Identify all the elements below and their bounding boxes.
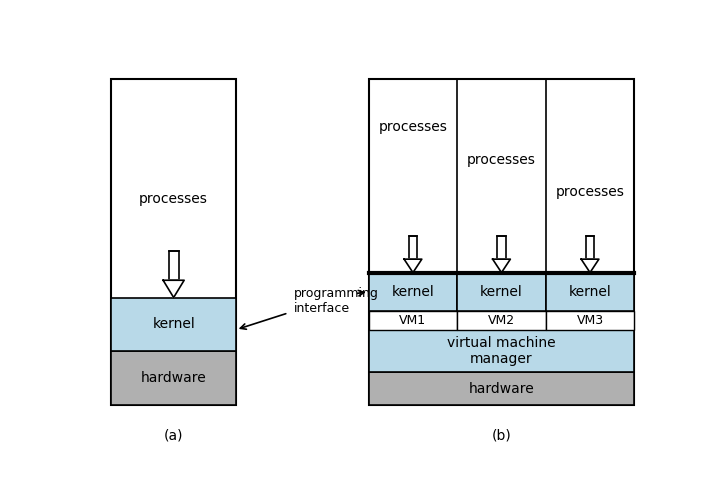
Text: processes: processes xyxy=(378,121,448,134)
Bar xyxy=(545,311,634,330)
Bar xyxy=(368,373,634,405)
Bar xyxy=(545,272,634,311)
Bar xyxy=(409,236,417,259)
Text: processes: processes xyxy=(555,185,625,199)
Text: virtual machine
manager: virtual machine manager xyxy=(447,336,555,367)
Text: hardware: hardware xyxy=(141,371,206,385)
Polygon shape xyxy=(581,259,599,272)
Bar xyxy=(457,272,545,311)
Text: (b): (b) xyxy=(492,429,511,443)
Bar xyxy=(111,351,236,405)
Bar xyxy=(457,311,545,330)
Polygon shape xyxy=(404,259,422,272)
Text: kernel: kernel xyxy=(391,285,434,299)
Polygon shape xyxy=(493,259,511,272)
Text: kernel: kernel xyxy=(568,285,611,299)
Bar xyxy=(368,311,457,330)
Bar xyxy=(169,251,178,280)
Polygon shape xyxy=(163,280,184,297)
Bar xyxy=(111,297,236,351)
Text: VM1: VM1 xyxy=(399,314,426,327)
Text: VM3: VM3 xyxy=(576,314,603,327)
Text: processes: processes xyxy=(139,192,208,206)
Text: VM2: VM2 xyxy=(488,314,515,327)
Bar xyxy=(498,236,506,259)
Text: kernel: kernel xyxy=(480,285,523,299)
Text: processes: processes xyxy=(467,153,536,167)
Text: programming
interface: programming interface xyxy=(294,287,379,315)
Bar xyxy=(368,330,634,373)
Bar xyxy=(368,79,634,405)
Bar xyxy=(368,272,457,311)
Bar xyxy=(111,79,236,405)
Text: hardware: hardware xyxy=(468,381,534,395)
Text: kernel: kernel xyxy=(152,317,195,331)
Bar xyxy=(586,236,594,259)
Text: (a): (a) xyxy=(164,429,183,443)
